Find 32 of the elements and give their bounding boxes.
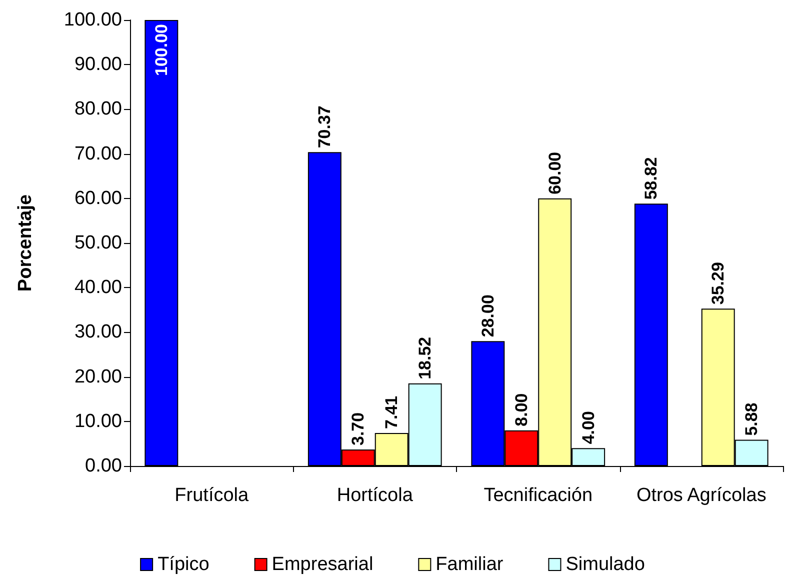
data-label: 28.00 [478,294,498,338]
x-tick-label: Otros Agrícolas [636,485,766,506]
y-tick-label: 80.00 [74,98,122,120]
y-tick-label: 10.00 [74,410,122,432]
y-tick-label: 30.00 [74,322,122,343]
data-label: 3.70 [348,412,368,446]
y-tick-label: 60.00 [74,188,122,209]
y-tick-label: 50.00 [74,232,122,254]
y-tick-label: 70.00 [74,143,122,164]
data-label: 7.41 [382,396,402,429]
legend-label: Empresarial [272,554,374,575]
data-label: 4.00 [578,411,598,444]
data-label: 60.00 [545,152,564,194]
y-axis-title: Porcentaje [15,194,36,292]
data-label: 58.82 [642,157,661,200]
y-tick-label: 0.00 [85,456,122,476]
data-label: 18.52 [416,336,435,380]
data-label: 100.00 [152,24,171,76]
legend-label: Familiar [436,554,504,575]
x-tick-label: Hortícola [336,485,414,506]
x-tick-label: Tecnificación [484,485,593,506]
y-tick-label: 40.00 [74,277,122,298]
x-tick-label: Frutícola [174,485,250,506]
legend-label: Típico [158,554,210,575]
y-tick-label: 20.00 [74,366,122,388]
data-label: 70.37 [315,106,334,148]
legend-label: Simulado [566,554,645,575]
y-tick-label: 90.00 [74,54,122,76]
data-label: 5.88 [742,402,762,436]
y-tick-label: 100.00 [64,10,122,30]
data-label: 35.29 [708,262,728,305]
data-label: 8.00 [512,393,531,426]
